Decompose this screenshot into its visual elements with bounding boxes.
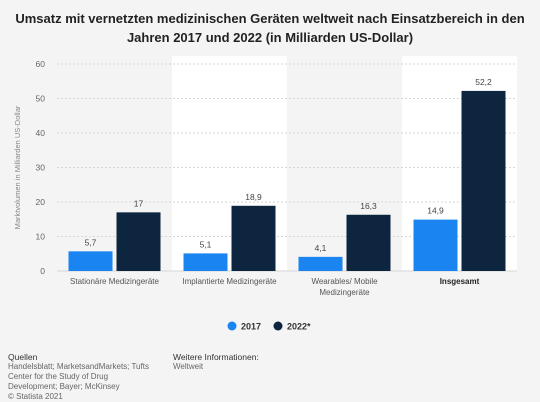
bar bbox=[461, 90, 506, 271]
data-label: 52,2 bbox=[475, 77, 492, 87]
bar bbox=[183, 253, 228, 271]
legend-marker bbox=[227, 321, 237, 331]
y-tick-label: 20 bbox=[36, 197, 46, 207]
bar bbox=[298, 256, 343, 271]
x-tick-label: Wearables/ Mobile bbox=[311, 277, 378, 286]
info-text: Weltweit bbox=[173, 362, 204, 371]
data-label: 14,9 bbox=[427, 206, 444, 216]
data-label: 17 bbox=[134, 198, 144, 208]
footer-info: Weitere Informationen: Weltweit bbox=[173, 352, 323, 372]
y-tick-label: 40 bbox=[36, 128, 46, 138]
chart-title: Umsatz mit vernetzten medizinischen Gerä… bbox=[15, 11, 525, 45]
x-tick-label: Medizingeräte bbox=[319, 288, 370, 297]
bar bbox=[116, 212, 161, 271]
x-tick-label: Implantierte Medizingeräte bbox=[182, 277, 277, 286]
x-tick-label: Insgesamt bbox=[440, 277, 480, 286]
bar-chart: 0 10 20 30 40 50 60 Marktvolumen in Milliarden … bbox=[13, 56, 517, 332]
bar bbox=[231, 205, 276, 271]
y-tick-label: 0 bbox=[40, 266, 45, 276]
y-tick-label: 50 bbox=[36, 94, 46, 104]
legend-label: 2017 bbox=[241, 322, 261, 332]
data-label: 4,1 bbox=[315, 243, 327, 253]
bar bbox=[346, 214, 391, 271]
legend-label: 2022* bbox=[287, 322, 311, 332]
x-tick-label: Stationäre Medizingeräte bbox=[70, 277, 159, 286]
copyright: © Statista 2021 bbox=[8, 392, 63, 401]
data-label: 16,3 bbox=[360, 201, 377, 211]
y-axis-label: Marktvolumen in Milliarden US-Dollar bbox=[13, 105, 22, 229]
y-tick-label: 10 bbox=[36, 232, 46, 242]
data-label: 5,1 bbox=[200, 239, 212, 249]
y-tick-label: 60 bbox=[36, 59, 46, 69]
bar bbox=[68, 251, 113, 271]
sources-heading: Quellen bbox=[8, 352, 38, 362]
y-tick-label: 30 bbox=[36, 163, 46, 173]
info-heading: Weitere Informationen: bbox=[173, 352, 259, 362]
footer-sources: Quellen Handelsblatt; MarketsandMarkets;… bbox=[8, 352, 158, 402]
sources-text: Handelsblatt; MarketsandMarkets; Tufts C… bbox=[8, 362, 149, 391]
data-label: 18,9 bbox=[245, 192, 262, 202]
data-label: 5,7 bbox=[85, 237, 97, 247]
bar bbox=[413, 219, 458, 271]
legend-marker bbox=[273, 321, 283, 331]
